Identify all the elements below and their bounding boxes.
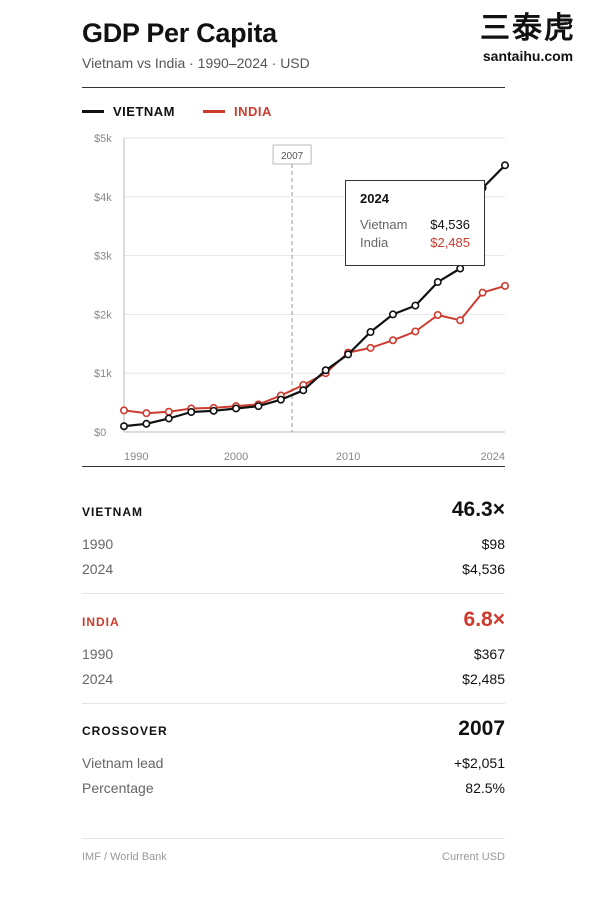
data-point-india <box>388 336 397 345</box>
data-point-vietnam <box>299 386 308 395</box>
data-point-vietnam <box>500 161 509 170</box>
stats-vietnam-row: 2024 $4,536 <box>82 561 505 577</box>
chart-tooltip: 2024 Vietnam $4,536 India $2,485 <box>345 180 485 266</box>
legend-entry-india: INDIA <box>203 104 272 119</box>
data-point-india <box>456 316 465 325</box>
stats-row-value: $2,485 <box>462 671 505 687</box>
stats-row-label: Percentage <box>82 780 154 796</box>
stats-crossover-row: Vietnam lead +$2,051 <box>82 755 505 771</box>
y-tick-label: $0 <box>94 427 106 439</box>
series-line-india <box>123 284 506 415</box>
stats-row-value: +$2,051 <box>454 755 505 771</box>
data-point-vietnam <box>142 419 151 428</box>
stats-india-row: 1990 $367 <box>82 646 505 662</box>
data-point-india <box>164 407 173 416</box>
data-point-vietnam <box>164 414 173 423</box>
site-logo: 三泰虎 santaihu.com <box>470 11 586 65</box>
data-point-vietnam <box>187 408 196 417</box>
crossover-marker-label: 2007 <box>281 151 304 162</box>
data-point-india <box>142 409 151 418</box>
page-title: GDP Per Capita <box>82 18 277 48</box>
data-point-vietnam <box>276 395 285 404</box>
chart-bottom-divider <box>82 466 505 467</box>
data-point-vietnam <box>344 350 353 359</box>
header-divider <box>82 87 505 88</box>
stats-crossover: CROSSOVER 2007 Vietnam lead +$2,051 Perc… <box>82 717 505 796</box>
y-tick-label: $1k <box>94 368 112 380</box>
tooltip-year: 2024 <box>360 191 389 206</box>
data-point-india <box>500 281 509 290</box>
chart-legend: VIETNAM INDIA <box>82 104 300 119</box>
stats-row-label: 2024 <box>82 561 114 577</box>
y-tick-label: $4k <box>94 192 112 204</box>
legend-swatch-vietnam <box>82 110 104 113</box>
stats-crossover-row: Percentage 82.5% <box>82 780 505 796</box>
data-point-vietnam <box>433 278 442 287</box>
tooltip-label-vietnam: Vietnam <box>360 217 408 232</box>
crossover-marker-box <box>272 144 312 165</box>
stats-row-value: $367 <box>473 646 505 662</box>
data-point-vietnam <box>456 264 465 273</box>
data-point-india <box>433 310 442 319</box>
stats-india: INDIA 6.8× 1990 $367 2024 $2,485 <box>82 608 505 687</box>
legend-swatch-india <box>203 110 225 113</box>
x-tick-label: 2024 <box>481 451 505 463</box>
stats-divider <box>82 703 505 704</box>
stats-india-name: INDIA <box>82 615 120 629</box>
data-point-vietnam <box>366 328 375 337</box>
logo-chinese-text: 三泰虎 <box>480 11 576 46</box>
data-point-india <box>366 343 375 352</box>
stats-row-value: $98 <box>481 536 505 552</box>
footer-divider <box>82 838 505 839</box>
data-point-india <box>120 406 129 415</box>
x-tick-label: 1990 <box>124 451 148 463</box>
data-point-india <box>411 327 420 336</box>
stats-row-value: 82.5% <box>465 780 505 796</box>
stats-vietnam-multiple: 46.3× <box>451 498 505 521</box>
tooltip-value-india: $2,485 <box>430 235 470 250</box>
stats-row-label: Vietnam lead <box>82 755 164 771</box>
stats-india-row: 2024 $2,485 <box>82 671 505 687</box>
legend-label-india: INDIA <box>234 104 272 119</box>
stats-vietnam: VIETNAM 46.3× 1990 $98 2024 $4,536 <box>82 498 505 577</box>
stats-vietnam-header: VIETNAM 46.3× <box>82 498 505 522</box>
tooltip-label-india: India <box>360 235 389 250</box>
stats-divider <box>82 593 505 594</box>
stats-india-multiple: 6.8× <box>463 608 505 631</box>
stats-vietnam-row: 1990 $98 <box>82 536 505 552</box>
x-tick-label: 2010 <box>336 451 360 463</box>
stats-row-label: 1990 <box>82 536 114 552</box>
page-subtitle: Vietnam vs India · 1990–2024 · USD <box>82 55 310 71</box>
stats-crossover-header: CROSSOVER 2007 <box>82 717 505 741</box>
stats-crossover-name: CROSSOVER <box>82 724 168 738</box>
tooltip-row-india: India $2,485 <box>360 234 470 252</box>
y-tick-label: $2k <box>94 309 112 321</box>
legend-entry-vietnam: VIETNAM <box>82 104 175 119</box>
logo-domain-text: santaihu.com <box>482 48 574 64</box>
stats-row-label: 2024 <box>82 671 114 687</box>
stats-row-value: $4,536 <box>462 561 505 577</box>
footer-note: Current USD <box>442 851 505 863</box>
stats-india-header: INDIA 6.8× <box>82 608 505 632</box>
data-point-vietnam <box>209 406 218 415</box>
data-point-india <box>478 288 487 297</box>
data-point-vietnam <box>411 301 420 310</box>
stats-vietnam-name: VIETNAM <box>82 505 143 519</box>
legend-label-vietnam: VIETNAM <box>113 104 175 119</box>
x-tick-label: 2000 <box>224 451 248 463</box>
data-point-vietnam <box>321 366 330 375</box>
data-point-vietnam <box>388 310 397 319</box>
tooltip-row-vietnam: Vietnam $4,536 <box>360 216 470 234</box>
footer-source: IMF / World Bank <box>82 851 167 863</box>
stats-crossover-year: 2007 <box>458 717 505 740</box>
page-footer: IMF / World Bank Current USD <box>82 851 505 863</box>
data-point-vietnam <box>232 404 241 413</box>
data-point-vietnam <box>120 422 129 431</box>
stats-row-label: 1990 <box>82 646 114 662</box>
data-point-vietnam <box>254 402 263 411</box>
y-tick-label: $3k <box>94 251 112 263</box>
tooltip-value-vietnam: $4,536 <box>430 217 470 232</box>
y-tick-label: $5k <box>94 133 112 145</box>
gdp-line-chart: $0 $1k $2k $3k $4k $5k 1990 2000 2010 2024 2007 <box>94 133 509 463</box>
